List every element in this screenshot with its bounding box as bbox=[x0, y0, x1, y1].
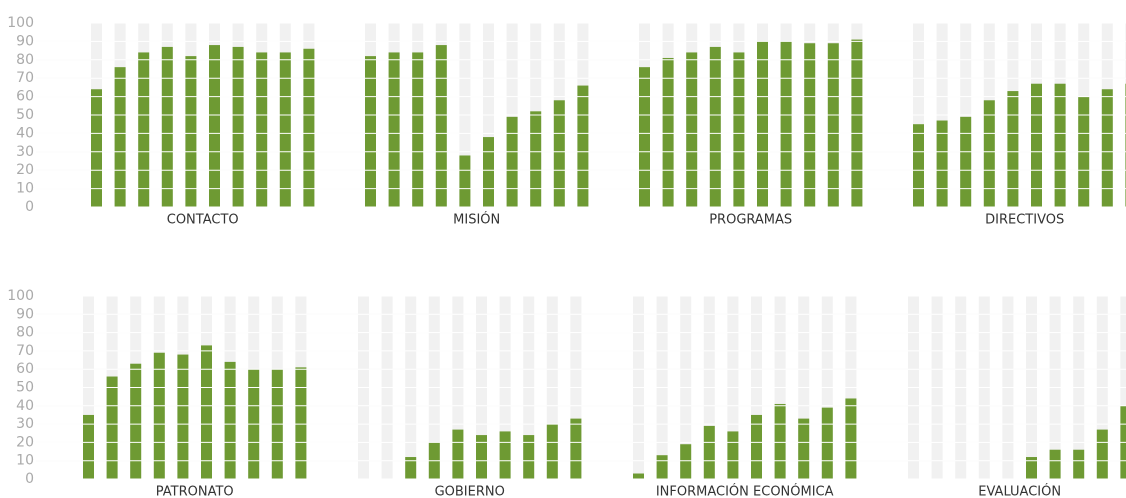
y-tick-label: 90 bbox=[16, 33, 34, 49]
bar bbox=[1026, 457, 1037, 479]
y-tick-label: 50 bbox=[16, 107, 34, 123]
y-tick-label: 10 bbox=[16, 181, 34, 197]
bar bbox=[733, 52, 745, 207]
bar bbox=[256, 52, 268, 207]
bar bbox=[499, 431, 511, 479]
bar bbox=[845, 398, 857, 479]
y-tick-label: 40 bbox=[16, 398, 34, 414]
bar bbox=[656, 455, 668, 479]
bar bbox=[1007, 91, 1019, 207]
y-tick-label: 100 bbox=[7, 15, 34, 31]
y-tick-label: 50 bbox=[16, 380, 34, 396]
bar bbox=[405, 457, 417, 479]
bar bbox=[798, 418, 810, 479]
bar bbox=[751, 414, 762, 479]
bar bbox=[412, 52, 424, 207]
bar bbox=[177, 354, 189, 479]
bar bbox=[106, 376, 118, 479]
bar bbox=[1054, 83, 1066, 207]
bar bbox=[553, 100, 565, 207]
bar bbox=[680, 444, 692, 479]
bar bbox=[452, 429, 464, 479]
bar bbox=[185, 56, 197, 208]
bar bbox=[232, 46, 244, 207]
bar bbox=[224, 361, 236, 479]
bar bbox=[388, 52, 400, 207]
bar bbox=[1049, 449, 1061, 479]
bar bbox=[983, 100, 995, 207]
y-tick-label: 100 bbox=[7, 288, 34, 304]
bar bbox=[523, 435, 535, 479]
bar bbox=[639, 67, 650, 207]
y-tick-label: 20 bbox=[16, 434, 34, 450]
bar bbox=[483, 137, 494, 207]
bar bbox=[546, 424, 558, 479]
bar bbox=[506, 116, 518, 207]
bar bbox=[295, 367, 307, 479]
bar bbox=[851, 39, 863, 208]
y-tick-label: 0 bbox=[25, 471, 34, 487]
bar bbox=[774, 403, 786, 479]
bar bbox=[476, 435, 487, 479]
bar bbox=[827, 43, 839, 207]
bar bbox=[633, 473, 644, 479]
y-tick-label: 60 bbox=[16, 89, 34, 105]
panel-label: PATRONATO bbox=[156, 485, 234, 498]
bar bbox=[279, 52, 291, 207]
y-tick-label: 10 bbox=[16, 453, 34, 469]
panel-label: PROGRAMAS bbox=[709, 213, 792, 228]
y-tick-label: 30 bbox=[16, 416, 34, 432]
y-tick-label: 40 bbox=[16, 125, 34, 141]
bar bbox=[459, 155, 471, 207]
bar bbox=[936, 120, 948, 207]
panel-label: INFORMACIÓN ECONÓMICA bbox=[656, 484, 834, 498]
y-tick-label: 0 bbox=[25, 199, 34, 215]
bar bbox=[570, 418, 582, 479]
bar bbox=[804, 43, 816, 207]
bar bbox=[662, 57, 674, 208]
bar bbox=[1073, 449, 1085, 479]
y-tick-label: 80 bbox=[16, 52, 34, 68]
y-tick-label: 70 bbox=[16, 343, 34, 359]
bar bbox=[913, 124, 924, 207]
bar bbox=[435, 45, 447, 207]
bar bbox=[303, 48, 315, 208]
bar bbox=[727, 431, 739, 479]
bar bbox=[161, 46, 173, 207]
panel-label: DIRECTIVOS bbox=[985, 213, 1064, 228]
bar bbox=[114, 67, 126, 207]
bar bbox=[757, 41, 768, 208]
bar bbox=[709, 46, 721, 207]
bar bbox=[83, 414, 94, 479]
grid-overlay bbox=[36, 22, 1126, 480]
panel-label: CONTACTO bbox=[167, 213, 239, 228]
y-tick-label: 70 bbox=[16, 70, 34, 86]
bar bbox=[91, 89, 102, 207]
bar bbox=[130, 363, 142, 479]
bar bbox=[686, 52, 698, 207]
bar bbox=[138, 52, 150, 207]
panel-label: GOBIERNO bbox=[435, 485, 505, 498]
bar bbox=[365, 56, 376, 208]
y-tick-label: 80 bbox=[16, 325, 34, 341]
bar bbox=[1031, 83, 1042, 207]
bar bbox=[201, 345, 212, 479]
bar bbox=[577, 85, 589, 207]
panel-label: MISIÓN bbox=[453, 212, 500, 228]
bar bbox=[960, 116, 972, 207]
bar bbox=[821, 407, 833, 479]
panel-label: EVALUACIÓN bbox=[978, 484, 1061, 498]
bar bbox=[780, 41, 792, 208]
y-tick-label: 20 bbox=[16, 162, 34, 178]
y-tick-label: 60 bbox=[16, 361, 34, 377]
bar bbox=[209, 45, 220, 207]
bar bbox=[530, 111, 542, 207]
bar bbox=[153, 352, 165, 479]
bar bbox=[703, 425, 715, 479]
bar bbox=[1101, 89, 1113, 207]
bar bbox=[1096, 429, 1108, 479]
y-tick-label: 90 bbox=[16, 306, 34, 322]
y-tick-label: 30 bbox=[16, 144, 34, 160]
